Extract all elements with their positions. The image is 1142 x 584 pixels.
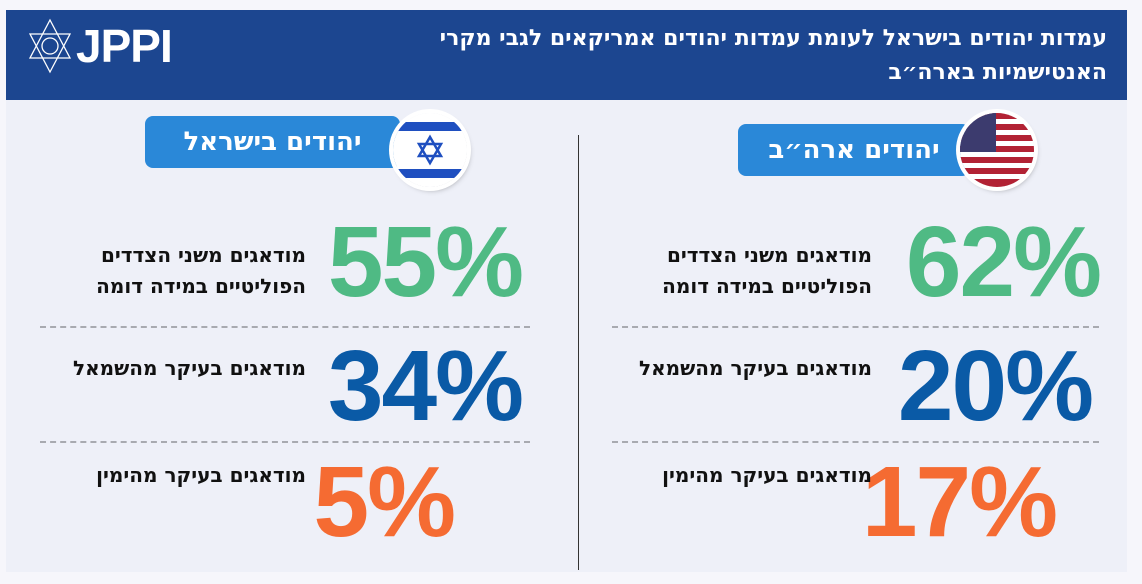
israel-stat-label: מודאגים בעיקר מהימין (96, 463, 306, 487)
israel-stat-value: 34% (327, 330, 524, 442)
logo-text: JPPI (76, 20, 173, 72)
row-divider (40, 441, 530, 443)
jppi-logo: JPPI (28, 16, 173, 76)
usa-stat-label: מודאגים בעיקר מהשמאל (638, 356, 872, 380)
israel-stat-value: 55% (327, 206, 524, 318)
page-title: עמדות יהודים בישראל לעומת עמדות יהודים א… (439, 26, 1107, 85)
row-divider (40, 326, 530, 328)
header: JPPI עמדות יהודים בישראל לעומת עמדות יהו… (6, 10, 1127, 100)
row-divider (612, 441, 1099, 443)
usa-label: יהודים ארה״ב (738, 124, 970, 176)
column-divider (578, 135, 579, 570)
usa-stat-value: 62% (905, 206, 1102, 318)
usa-stat-label: מודאגים משני הצדדים הפוליטיים במידה דומה (662, 243, 872, 298)
israel-stat-label: מודאגים בעיקר מהשמאל (72, 356, 306, 380)
usa-stat-value: 17% (861, 446, 1058, 558)
israel-label: יהודים בישראל (145, 116, 400, 168)
israel-stat-value: 5% (313, 446, 456, 558)
infographic-panel (6, 10, 1127, 572)
row-divider (612, 326, 1099, 328)
star-of-david-icon (28, 18, 72, 74)
israel-stat-label: מודאגים משני הצדדים הפוליטיים במידה דומה (96, 243, 306, 298)
usa-stat-label: מודאגים בעיקר מהימין (662, 463, 872, 487)
usa-stat-value: 20% (897, 330, 1094, 442)
israel-flag-icon (393, 113, 467, 187)
usa-flag-icon (960, 113, 1034, 187)
